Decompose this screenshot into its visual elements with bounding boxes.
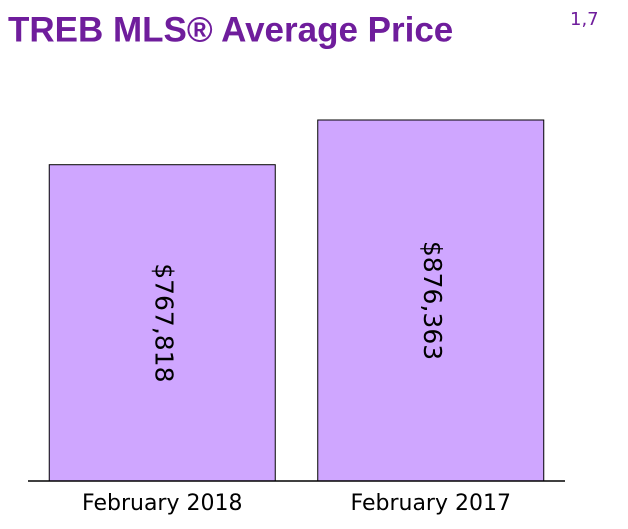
bar (48, 164, 276, 482)
chart-title: TREB MLS® Average Price (8, 10, 453, 49)
title-note: 1,7 (570, 9, 599, 30)
bar (317, 119, 545, 482)
value-label: $767,818 (149, 263, 178, 382)
x-tick-label: February 2017 (351, 491, 511, 516)
x-tick-label: February 2018 (82, 491, 242, 516)
value-label: $876,363 (418, 241, 447, 360)
